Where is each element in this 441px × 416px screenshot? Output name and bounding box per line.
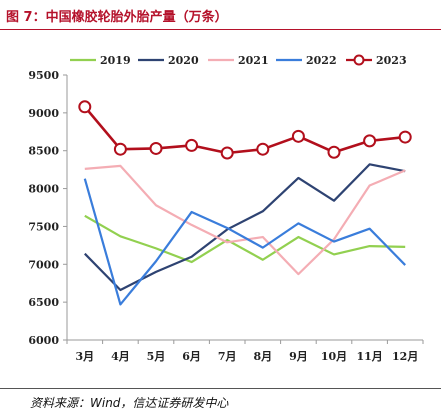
legend-label-2023: 2023: [376, 54, 407, 67]
point-2023: [113, 142, 127, 156]
legend-label-2022: 2022: [306, 54, 337, 67]
source-bar: 资料来源：Wind，信达证券研发中心: [0, 388, 441, 416]
point-2023: [149, 141, 163, 155]
x-tick-label: 4月: [111, 350, 130, 363]
y-tick-label: 9000: [28, 107, 59, 120]
point-2023: [220, 146, 234, 160]
series-line-2023: [83, 105, 406, 155]
point-2023: [291, 129, 305, 143]
legend-label-2020: 2020: [168, 54, 199, 67]
x-tick-label: 12月: [392, 350, 418, 363]
x-tick-label: 6月: [182, 350, 201, 363]
source-note: 资料来源：Wind，信达证券研发中心: [30, 396, 229, 410]
y-tick-label: 8500: [28, 145, 59, 158]
plot-area: [78, 100, 412, 306]
x-axis: 3月 4月 5月 6月 7月 8月 9月 10月 11月 12月: [66, 339, 424, 363]
legend: 2019 2020 2021 2022 2023: [70, 54, 407, 67]
line-chart: 2019 2020 2021 2022 2023 6000 6500 7000 7500 800…: [28, 54, 424, 363]
x-tick-label: 11月: [356, 350, 382, 363]
legend-label-2019: 2019: [100, 54, 131, 67]
x-tick-label: 9月: [289, 350, 308, 363]
y-tick-label: 7000: [28, 258, 59, 271]
point-2023: [327, 145, 341, 159]
series-line-2020: [84, 163, 406, 292]
y-tick-label: 6000: [28, 334, 59, 347]
y-axis: 6000 6500 7000 7500 8000 8500 9000 9500: [28, 69, 68, 347]
y-tick-label: 8000: [28, 183, 59, 196]
x-tick-label: 10月: [321, 350, 347, 363]
figure-title-bar: 图 7：中国橡胶轮胎外胎产量（万条）: [0, 0, 441, 30]
series-line-2019: [84, 214, 406, 264]
figure-title: 图 7：中国橡胶轮胎外胎产量（万条）: [6, 10, 228, 25]
point-2023: [256, 142, 270, 156]
point-2023: [363, 134, 377, 148]
x-tick-label: 5月: [147, 350, 166, 363]
y-tick-label: 9500: [28, 69, 59, 82]
series-line-2022: [83, 178, 406, 306]
x-tick-label: 7月: [218, 350, 237, 363]
series-line-2021: [84, 164, 406, 276]
x-tick-label: 3月: [75, 350, 94, 363]
point-2023: [78, 100, 92, 114]
legend-label-2021: 2021: [238, 54, 269, 67]
y-tick-label: 7500: [28, 220, 59, 233]
point-2023: [398, 130, 412, 144]
y-tick-label: 6500: [28, 296, 59, 309]
legend-marker-2023: [353, 54, 365, 66]
point-2023: [185, 138, 199, 152]
x-tick-label: 8月: [253, 350, 272, 363]
